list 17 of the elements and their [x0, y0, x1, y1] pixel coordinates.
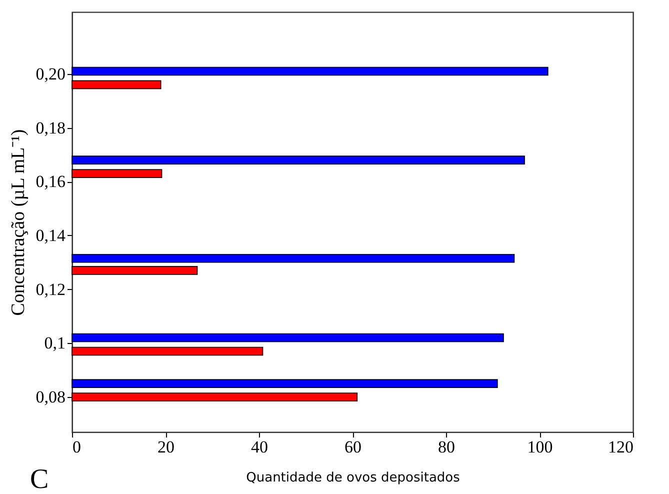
x-tick-label: 60 [344, 438, 362, 456]
x-tick-label: 80 [438, 438, 455, 456]
x-tick-label: 40 [251, 438, 268, 456]
x-tick-label: 100 [527, 438, 553, 456]
y-tick-label: 0,14 [36, 226, 66, 245]
y-tick-label: 0,12 [36, 280, 66, 299]
y-tick-label: 0,18 [36, 118, 66, 138]
x-axis-title: Quantidade de ovos depositados [246, 470, 460, 486]
y-tick-label: 0,16 [36, 172, 66, 192]
text: C [30, 464, 49, 494]
y-tick-label: 0,20 [36, 64, 66, 84]
y-axis-title: Concentração (µL mL⁻¹) [8, 129, 29, 316]
y-tick-label: 0,1 [44, 334, 66, 353]
x-tick-label: 20 [158, 438, 174, 456]
y-tick-label: 0,08 [36, 388, 66, 406]
x-tick-label: 120 [608, 438, 634, 456]
x-tick-label: 0 [72, 438, 81, 456]
